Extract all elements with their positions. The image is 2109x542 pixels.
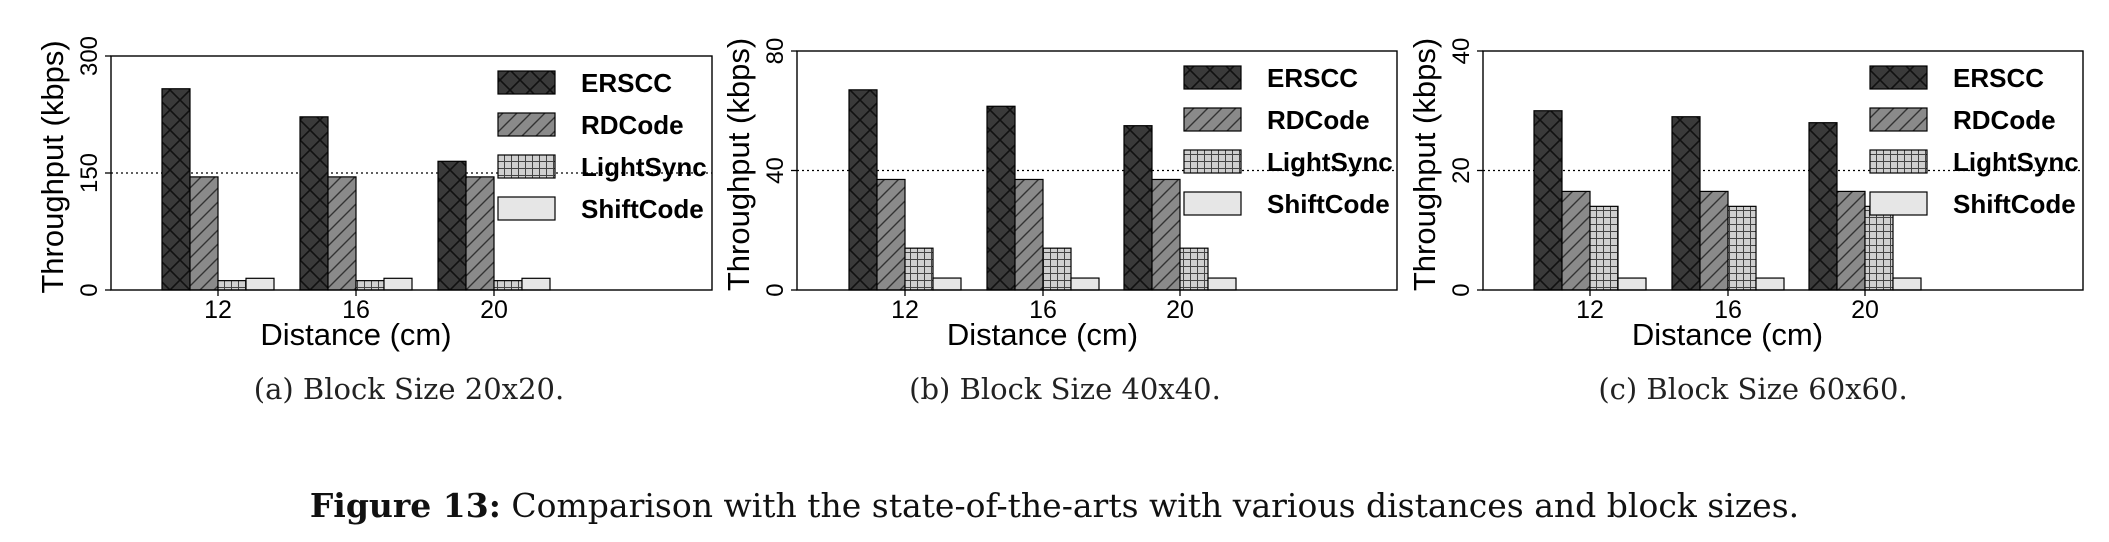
y-tick-label: 300 [76,36,103,76]
y-tick-label: 0 [762,283,789,296]
y-axis-label: Throughput (kbps) [1407,38,1442,291]
bar-shiftcode-20 [1892,277,1922,291]
bar-rdcode-16 [1014,178,1044,291]
bar-lightsync-12 [904,247,934,291]
chart-panel-b: 0 40 80 12 16 20 Distance (cm) Throughput (kbps… [721,38,1398,352]
bar-rdcode-20 [1151,178,1181,291]
bar-shiftcode-16 [1070,277,1100,291]
legend-swatch-shiftcode [1183,191,1242,216]
x-tick-label: 12 [1576,296,1604,324]
bar-rdcode-20 [1836,190,1866,291]
x-tick-label: 12 [204,296,232,324]
bar-rdcode-12 [189,176,219,291]
x-tick-label: 20 [480,296,508,324]
legend-swatch-shiftcode [497,196,556,221]
x-tick-label: 20 [1851,296,1879,324]
legend-swatch-lightsync [497,154,556,179]
legend-label-shiftcode: ShiftCode [581,194,704,224]
bar-erscc-20 [1808,122,1838,291]
bar-lightsync-16 [1042,247,1072,291]
y-axis-label: Throughput (kbps) [35,40,70,293]
y-tick-label: 20 [1448,157,1475,184]
legend-label-rdcode: RDCode [581,110,684,140]
legend-swatch-rdcode [1183,107,1242,132]
x-axis-label: Distance (cm) [260,317,451,352]
legend-swatch-shiftcode [1869,191,1928,216]
bar-lightsync-20 [493,280,523,291]
bar-erscc-20 [437,160,467,291]
figure-caption-label: Figure 13: [309,486,501,525]
bar-lightsync-16 [355,280,385,291]
bar-shiftcode-20 [1207,277,1237,291]
figure-caption-text: Comparison with the state-of-the-arts wi… [500,486,1800,525]
y-tick-label: 0 [76,283,103,296]
bar-erscc-12 [161,88,191,291]
chart-panel-c: 0 20 40 12 16 20 Distance (cm) Throughput (kbps… [1407,38,2084,352]
bar-shiftcode-12 [245,277,275,291]
bar-erscc-16 [986,105,1016,291]
subfigure-caption-b: (b) Block Size 40x40. [909,372,1221,406]
x-tick-label: 20 [1166,296,1194,324]
legend-label-lightsync: LightSync [581,152,707,182]
y-tick-label: 0 [1448,283,1475,296]
bar-lightsync-12 [1589,205,1619,291]
legend-swatch-lightsync [1183,149,1242,174]
bar-shiftcode-12 [1617,277,1647,291]
chart-panel-a: 0 150 300 12 16 20 Distance (cm) Throughput (kb… [35,36,713,352]
bar-shiftcode-16 [383,277,413,291]
y-tick-label: 150 [76,153,103,193]
x-tick-label: 16 [342,296,370,324]
bar-rdcode-12 [1561,190,1591,291]
bar-lightsync-12 [217,280,247,291]
legend-label-shiftcode: ShiftCode [1953,189,2076,219]
bar-shiftcode-20 [521,277,551,291]
bar-rdcode-20 [465,176,495,291]
y-axis-label: Throughput (kbps) [721,38,756,291]
legend-swatch-erscc [1183,65,1242,90]
x-axis-label: Distance (cm) [947,317,1138,352]
legend-swatch-erscc [1869,65,1928,90]
legend-label-shiftcode: ShiftCode [1267,189,1390,219]
legend-label-erscc: ERSCC [581,68,672,98]
bar-erscc-12 [1533,110,1563,291]
legend-swatch-erscc [497,70,556,95]
x-axis-label: Distance (cm) [1632,317,1823,352]
bar-erscc-12 [848,89,878,291]
legend-label-rdcode: RDCode [1267,105,1370,135]
legend-label-erscc: ERSCC [1953,63,2044,93]
legend-label-lightsync: LightSync [1267,147,1393,177]
legend-swatch-rdcode [1869,107,1928,132]
x-tick-label: 12 [891,296,919,324]
y-tick-label: 40 [1448,38,1475,65]
bar-erscc-16 [1671,116,1701,291]
x-tick-label: 16 [1029,296,1057,324]
bar-erscc-20 [1123,125,1153,291]
y-tick-label: 40 [762,157,789,184]
legend-label-rdcode: RDCode [1953,105,2056,135]
bar-erscc-16 [299,116,329,291]
legend-label-lightsync: LightSync [1953,147,2079,177]
bar-lightsync-20 [1179,247,1209,291]
subfigure-caption-a: (a) Block Size 20x20. [253,372,565,406]
legend-label-erscc: ERSCC [1267,63,1358,93]
bar-lightsync-20 [1864,205,1894,291]
figure-caption: Figure 13: Comparison with the state-of-… [0,486,2109,525]
bar-shiftcode-12 [932,277,962,291]
legend-swatch-rdcode [497,112,556,137]
subfigure-caption-c: (c) Block Size 60x60. [1598,372,1908,406]
legend-swatch-lightsync [1869,149,1928,174]
bar-rdcode-12 [876,178,906,291]
bar-lightsync-16 [1727,205,1757,291]
bar-rdcode-16 [1699,190,1729,291]
chart-panels: 0 150 300 12 16 20 Distance (cm) Throughput (kb… [35,36,2084,352]
bar-rdcode-16 [327,176,357,291]
x-tick-label: 16 [1714,296,1742,324]
y-tick-label: 80 [762,38,789,65]
bar-shiftcode-16 [1755,277,1785,291]
